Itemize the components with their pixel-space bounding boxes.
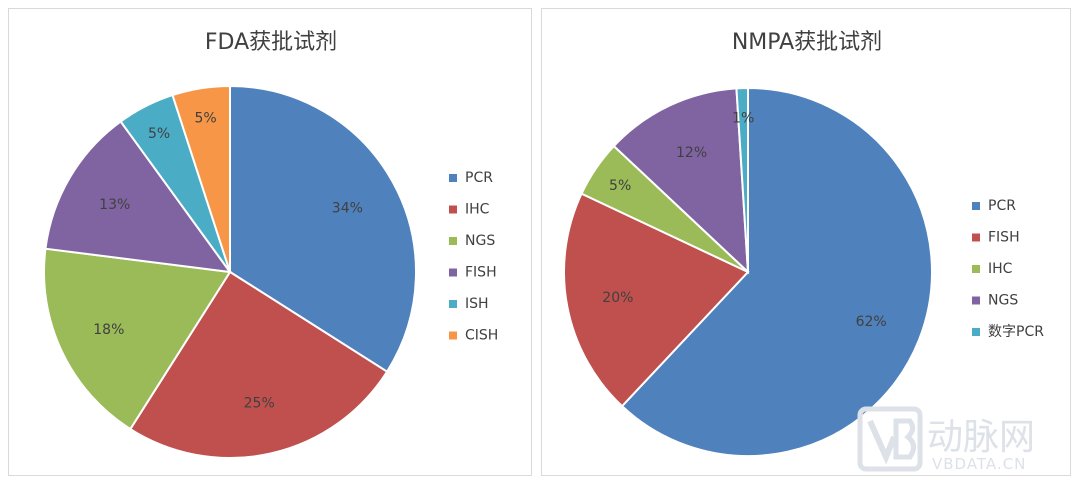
- watermark-en-text: VBDATA.CN: [932, 455, 1026, 473]
- fda-data-label-ish: 5%: [148, 126, 170, 142]
- fda-legend-swatch-fish: [449, 268, 457, 277]
- nmpa-legend-swatch-ngs: [972, 296, 980, 305]
- nmpa-slice-fish: [563, 192, 750, 408]
- vbdata-watermark: 动脉网 VBDATA.CN: [857, 406, 1035, 473]
- fda-legend-swatch-cish: [449, 331, 457, 340]
- nmpa-slice-数字pcr: [735, 86, 749, 273]
- fda-legend-entry-pcr: PCR: [465, 170, 493, 186]
- fda-data-label-ihc: 25%: [244, 396, 275, 412]
- nmpa-chart-title: NMPA获批试剂: [732, 30, 882, 55]
- vbdata-logo-icon: [857, 406, 923, 472]
- fda-data-label-ngs: 18%: [93, 322, 124, 338]
- nmpa-data-label-pcr: 62%: [856, 314, 887, 330]
- fda-legend-swatch-ish: [449, 300, 457, 308]
- fda-pie-chart: FDA获批试剂 34% 25% 18% 13% 5% 5% PCR IHC NGS FISH IS…: [43, 30, 498, 459]
- fda-legend-swatch-ngs: [449, 237, 457, 245]
- fda-legend-entry-ngs: NGS: [465, 233, 495, 249]
- nmpa-legend-swatch-pcr: [972, 202, 980, 210]
- nmpa-legend-swatch-ihc: [972, 265, 980, 273]
- nmpa-data-label-ngs: 12%: [676, 145, 707, 161]
- fda-slice-cish: [171, 84, 231, 273]
- fda-legend-entry-ish: ISH: [465, 296, 489, 312]
- nmpa-slice-ngs: [612, 87, 750, 275]
- nmpa-legend-entry-ngs: NGS: [988, 293, 1018, 309]
- nmpa-legend-swatch-数字pcr: [972, 328, 980, 336]
- fda-legend-swatch-ihc: [449, 205, 457, 214]
- fda-chart-title: FDA获批试剂: [205, 30, 337, 55]
- nmpa-data-label-fish: 20%: [602, 290, 633, 306]
- fda-data-label-cish: 5%: [194, 111, 216, 127]
- fda-legend-entry-cish: CISH: [465, 328, 498, 344]
- fda-legend-swatch-pcr: [449, 174, 457, 182]
- nmpa-data-label-数字pcr: 1%: [732, 111, 754, 127]
- fda-data-label-fish: 13%: [99, 197, 130, 213]
- fda-legend-entry-fish: FISH: [465, 265, 497, 281]
- nmpa-legend-swatch-fish: [972, 233, 980, 242]
- nmpa-legend-entry-ihc: IHC: [988, 261, 1013, 277]
- fda-slice-ihc: [128, 270, 389, 459]
- watermark-cn-text: 动脉网: [927, 417, 1035, 458]
- nmpa-slice-pcr: [620, 86, 933, 457]
- fda-legend-entry-ihc: IHC: [465, 202, 490, 218]
- fda-slice-ngs: [43, 247, 232, 431]
- nmpa-data-label-ihc: 5%: [609, 178, 631, 194]
- fda-data-label-pcr: 34%: [332, 200, 363, 216]
- nmpa-legend-entry-pcr: PCR: [988, 198, 1016, 214]
- nmpa-legend-entry-数字pcr: 数字PCR: [988, 324, 1044, 340]
- nmpa-legend-entry-fish: FISH: [988, 230, 1020, 246]
- fda-slice-fish: [44, 120, 233, 274]
- nmpa-chart-panel: NMPA获批试剂 62% 20% 5% 12% 1% PCR FISH IHC NGS 数字PC…: [541, 8, 1071, 476]
- fda-slice-pcr: [229, 84, 417, 374]
- nmpa-pie-chart: NMPA获批试剂 62% 20% 5% 12% 1% PCR FISH IHC NGS 数字PC…: [563, 30, 1044, 473]
- fda-chart-panel: FDA获批试剂 34% 25% 18% 13% 5% 5% PCR IHC NGS FISH IS…: [8, 8, 532, 476]
